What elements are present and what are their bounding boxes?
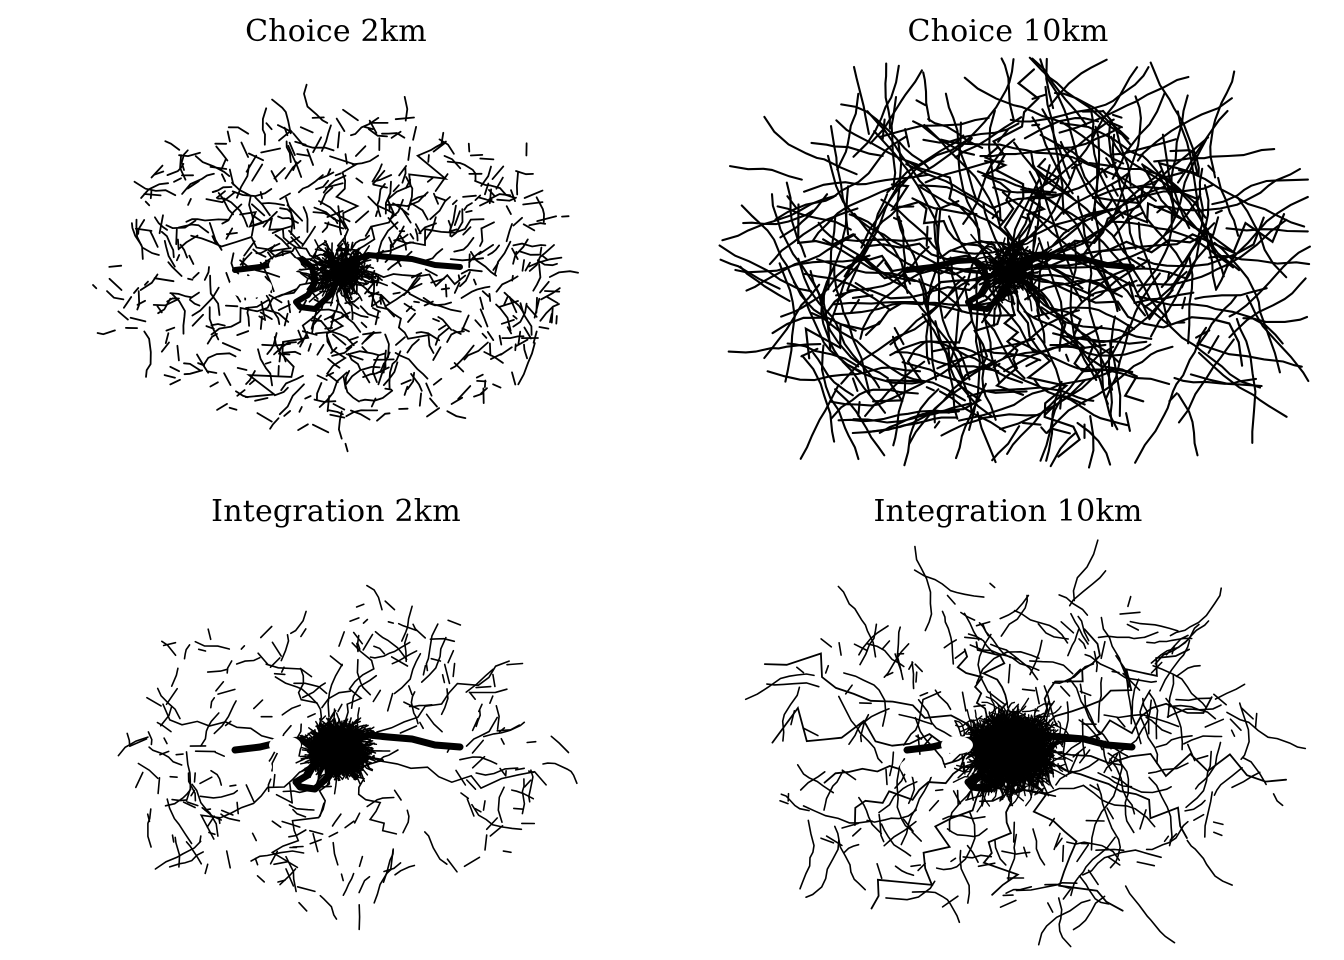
panel-title: Integration 2km bbox=[211, 494, 461, 529]
panel-integration-2km: Integration 2km bbox=[0, 480, 672, 960]
panel-title: Choice 2km bbox=[245, 14, 427, 49]
panel-title: Integration 10km bbox=[873, 494, 1143, 529]
street-network-map bbox=[40, 83, 579, 453]
street-network-map bbox=[718, 56, 1311, 469]
panel-integration-10km: Integration 10km bbox=[672, 480, 1344, 960]
street-network-map bbox=[117, 584, 578, 931]
street-network-map bbox=[744, 539, 1307, 948]
panel-choice-10km: Choice 10km bbox=[672, 0, 1344, 480]
panel-choice-2km: Choice 2km bbox=[0, 0, 672, 480]
panel-title: Choice 10km bbox=[907, 14, 1109, 49]
